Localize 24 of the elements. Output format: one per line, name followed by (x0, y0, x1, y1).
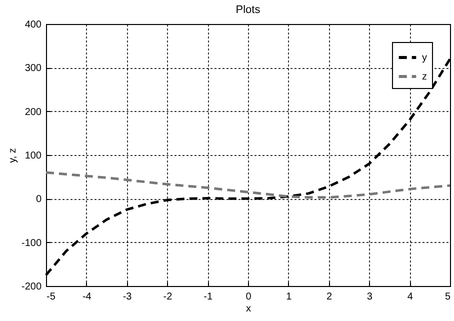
x-tick-label: 3 (366, 292, 373, 302)
legend-label: y (422, 52, 427, 64)
chart-title: Plots (236, 4, 261, 16)
x-tick-label: 1 (286, 292, 292, 302)
y-tick-label: -100 (21, 238, 42, 249)
x-tick-label: 4 (407, 292, 414, 302)
x-tick-label: 2 (326, 292, 333, 302)
x-tick-label: -2 (163, 292, 173, 302)
line-series (44, 171, 452, 199)
x-tick-label: -5 (46, 292, 56, 302)
y-tick-label: 100 (24, 150, 42, 162)
y-tick-label: 0 (36, 194, 42, 206)
x-tick-label: 0 (246, 292, 252, 302)
y-tick-label: 200 (24, 106, 42, 118)
y-tick-label: 300 (24, 63, 42, 74)
x-tick-label: 5 (444, 292, 451, 302)
x-tick-label: -3 (122, 292, 132, 302)
x-tick-label: -1 (204, 292, 213, 302)
x-axis-title: x (246, 304, 251, 314)
x-tick-label: -4 (82, 292, 92, 302)
y-tick-label: 400 (24, 20, 42, 30)
legend-label: z (422, 72, 427, 82)
y-axis-title: y, z (7, 148, 18, 163)
y-tick-label: -200 (21, 282, 42, 292)
